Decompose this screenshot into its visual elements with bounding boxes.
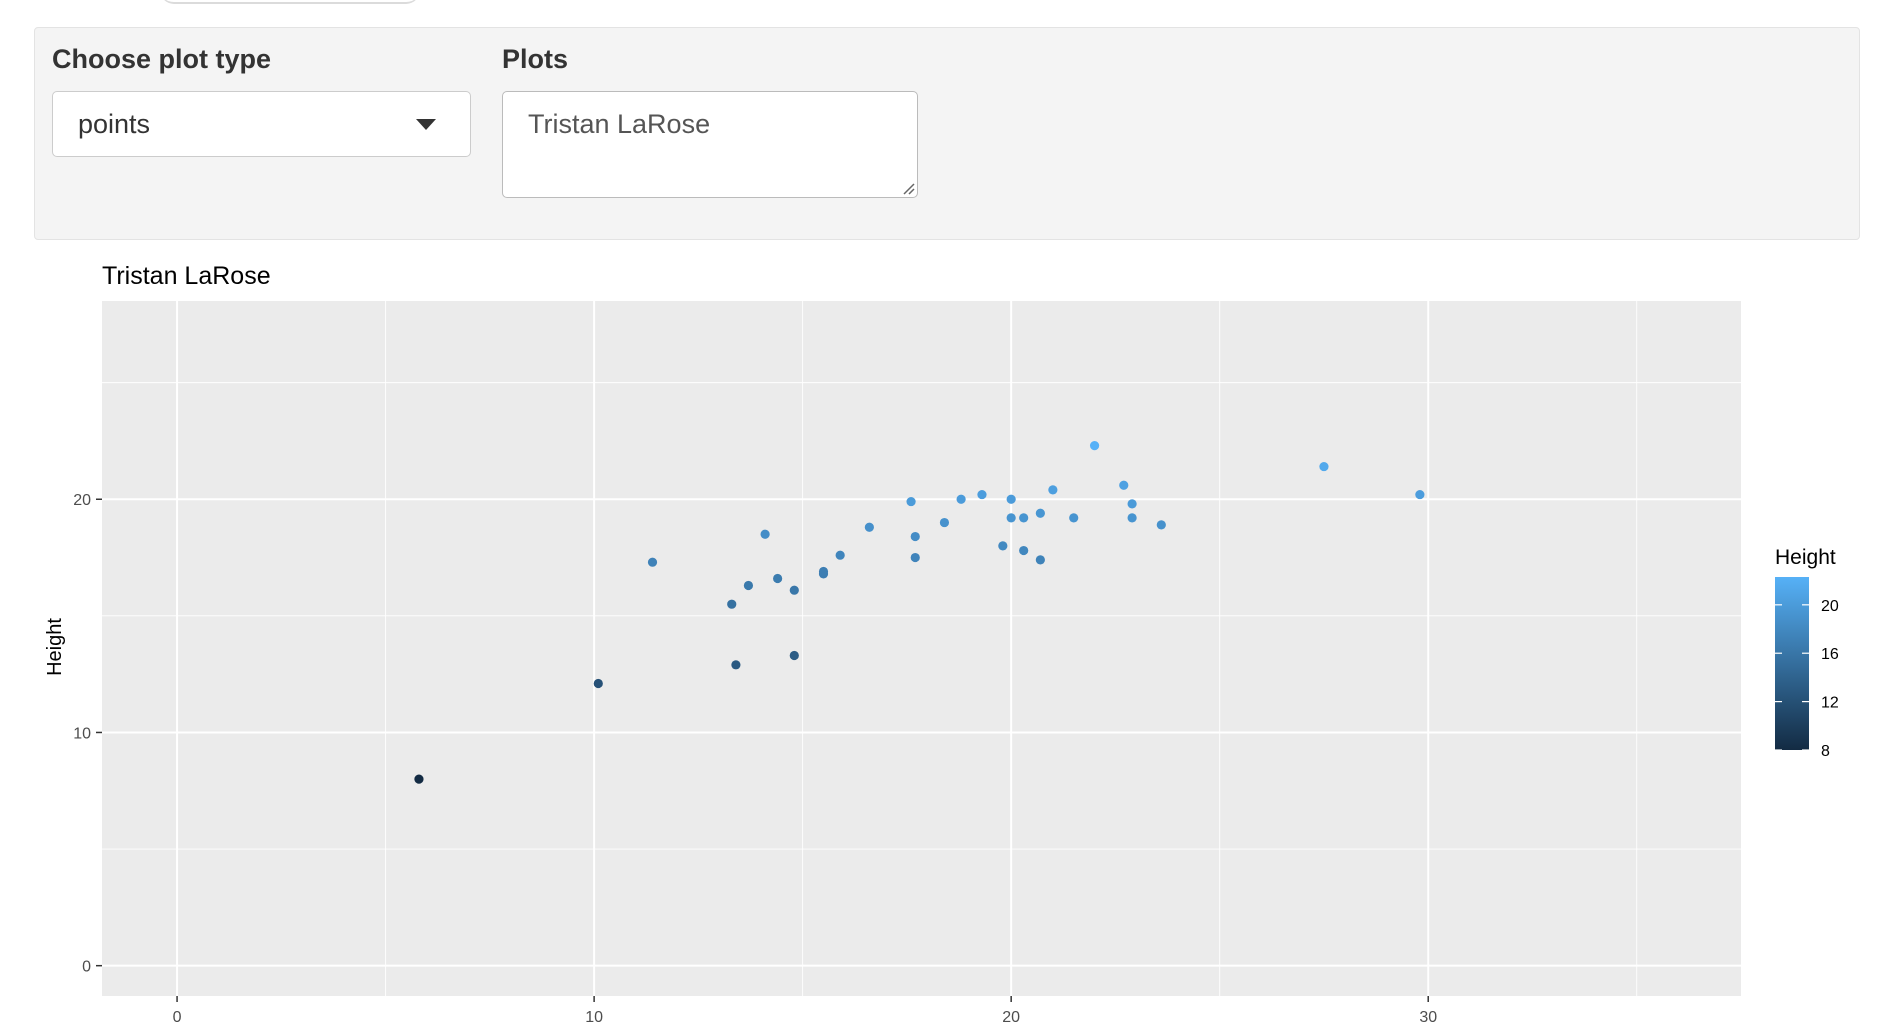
data-point [743, 580, 754, 591]
y-axis: 0 10 20 [73, 492, 102, 976]
plots-textarea-value: Tristan LaRose [528, 109, 711, 139]
data-point [1006, 494, 1016, 504]
data-point [818, 566, 829, 577]
x-axis: 0 10 20 30 [173, 996, 1437, 1022]
data-point [906, 496, 916, 507]
data-point [1035, 555, 1045, 565]
data-point [998, 541, 1008, 551]
data-point [647, 557, 658, 567]
data-points [414, 440, 1425, 784]
data-point [864, 522, 874, 532]
y-tick-label: 10 [73, 725, 91, 742]
legend-break-label: 8 [1821, 743, 1830, 760]
data-point [1089, 440, 1100, 451]
y-tick-label: 20 [73, 492, 91, 509]
data-point [1119, 480, 1129, 490]
legend-title: Height [1775, 546, 1836, 569]
data-point [1415, 489, 1425, 500]
legend-breaks: 20 16 12 8 [1775, 598, 1839, 760]
x-tick-label: 0 [173, 1009, 182, 1022]
y-axis-title: Height [44, 618, 66, 676]
data-point [1048, 485, 1058, 495]
legend-break-label: 16 [1821, 646, 1839, 663]
data-point [1127, 499, 1137, 509]
data-point [789, 650, 799, 661]
data-point [1069, 513, 1079, 523]
data-point [593, 678, 603, 689]
previous-content-edge [160, 0, 420, 4]
major-gridlines [102, 301, 1741, 996]
data-point [956, 494, 966, 504]
plot-title: Tristan LaRose [102, 262, 271, 290]
data-point [760, 529, 770, 539]
data-point [1019, 545, 1029, 556]
x-tick-label: 20 [1002, 1009, 1020, 1022]
x-tick-label: 10 [585, 1009, 603, 1022]
legend-break-label: 12 [1821, 695, 1839, 712]
data-point [939, 517, 950, 528]
plots-label: Plots [502, 44, 569, 74]
data-point [1006, 513, 1016, 523]
data-point [977, 489, 987, 500]
data-point [1319, 461, 1329, 472]
legend-break-label: 20 [1821, 598, 1839, 615]
data-point [835, 550, 845, 560]
plots-textarea[interactable]: Tristan LaRose [502, 91, 918, 198]
plot-type-label: Choose plot type [52, 44, 272, 74]
data-point [1127, 513, 1137, 523]
data-point [789, 585, 799, 595]
data-point [1156, 520, 1166, 530]
scatter-plot: Tristan LaRose 0 10 20 30 0 10 20 Height Heig… [44, 262, 1839, 1022]
plot-panel [102, 301, 1741, 996]
data-point [731, 660, 741, 670]
data-point [727, 599, 737, 609]
x-tick-label: 30 [1419, 1009, 1437, 1022]
data-point [414, 774, 424, 784]
chevron-down-icon [416, 119, 436, 130]
data-point [1035, 508, 1045, 518]
plot-type-select[interactable]: points [52, 91, 471, 157]
data-point [773, 573, 783, 584]
data-point [1019, 513, 1029, 523]
data-point [910, 552, 920, 563]
plot-type-selected-value: points [78, 109, 151, 139]
y-tick-label: 0 [82, 959, 91, 976]
resize-grip-icon[interactable] [901, 181, 915, 195]
data-point [910, 531, 920, 542]
minor-gridlines [102, 301, 1741, 996]
legend-colorbar [1775, 577, 1809, 750]
